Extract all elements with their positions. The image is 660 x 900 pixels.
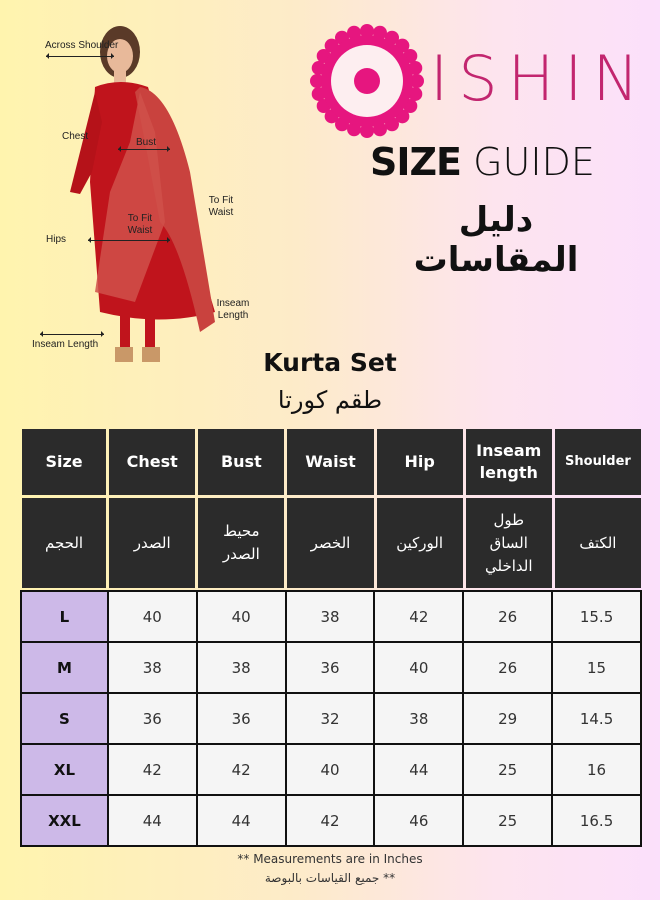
- arrow: [46, 53, 114, 59]
- measurement-cell: 15: [551, 641, 642, 694]
- measurement-cell: 26: [462, 641, 554, 694]
- measurement-cell: 44: [195, 794, 287, 847]
- measurement-cell: 40: [106, 590, 198, 643]
- measurement-cell: 42: [284, 794, 376, 847]
- size-cell: M: [20, 641, 109, 694]
- column-header: Shoulder: [554, 429, 641, 495]
- brand-name: ISHIN: [430, 42, 649, 115]
- measurement-cell: 42: [106, 743, 198, 796]
- arrow: [118, 146, 170, 152]
- label-to-fit-waist-right: To Fit Waist: [208, 195, 234, 218]
- column-header: Waist: [287, 429, 374, 495]
- measurement-cell: 16.5: [551, 794, 642, 847]
- measurement-cell: 42: [373, 590, 465, 643]
- table-row: L 40 40 38 42 26 15.5: [20, 590, 642, 643]
- measurement-cell: 25: [462, 794, 554, 847]
- size-cell: XL: [20, 743, 109, 796]
- label-bust: Bust: [136, 137, 157, 148]
- size-cell: L: [20, 590, 109, 643]
- title-light: GUIDE: [473, 140, 595, 184]
- table-row: XXL 44 44 42 46 25 16.5: [20, 794, 642, 847]
- column-header-arabic: الخصر: [287, 498, 374, 588]
- measurement-cell: 44: [106, 794, 198, 847]
- arrow: [88, 237, 170, 243]
- page-title-arabic: دليل المقاسات: [413, 200, 579, 280]
- column-header-arabic: الحجم: [22, 498, 107, 588]
- measurement-cell: 36: [106, 692, 198, 745]
- column-header: Chest: [109, 429, 196, 495]
- label-chest: Chest: [62, 131, 89, 142]
- column-header: Bust: [198, 429, 285, 495]
- size-cell: S: [20, 692, 109, 745]
- size-table-header: Size Chest Bust Waist Hip Inseam length Should…: [19, 426, 644, 591]
- measurement-note: ** Measurements are in Inches: [237, 852, 423, 866]
- measurement-cell: 36: [284, 641, 376, 694]
- measurement-cell: 38: [373, 692, 465, 745]
- table-row: S 36 36 32 38 29 14.5: [20, 692, 642, 745]
- measurement-cell: 40: [284, 743, 376, 796]
- table-row: M 38 38 36 40 26 15: [20, 641, 642, 694]
- measurement-cell: 38: [106, 641, 198, 694]
- column-header-arabic: الصدر: [109, 498, 196, 588]
- measurement-cell: 40: [195, 590, 287, 643]
- measurement-cell: 14.5: [551, 692, 642, 745]
- measurement-cell: 15.5: [551, 590, 642, 643]
- model-image: [70, 26, 215, 362]
- measurement-cell: 25: [462, 743, 554, 796]
- column-header-arabic: طول الساق الداخلي: [465, 498, 552, 588]
- measurement-cell: 40: [373, 641, 465, 694]
- arrow: [40, 331, 104, 337]
- measurement-cell: 26: [462, 590, 554, 643]
- table-row: XL 42 42 40 44 25 16: [20, 743, 642, 796]
- measurement-cell: 38: [284, 590, 376, 643]
- label-hips: Hips: [46, 234, 67, 245]
- label-inseam-length-right: Inseam Length: [216, 298, 250, 321]
- column-header: Size: [22, 429, 107, 495]
- size-cell: XXL: [20, 794, 109, 847]
- product-name-arabic: طقم كورتا: [277, 386, 383, 414]
- measurement-cell: 29: [462, 692, 554, 745]
- measurement-cell: 16: [551, 743, 642, 796]
- product-name: Kurta Set: [263, 348, 397, 377]
- column-header: Inseam length: [465, 429, 552, 495]
- label-to-fit-waist-center: To Fit Waist: [127, 213, 153, 236]
- title-bold: SIZE: [370, 140, 462, 184]
- measurement-cell: 46: [373, 794, 465, 847]
- page-title: SIZE GUIDE: [370, 140, 595, 184]
- measurement-cell: 32: [284, 692, 376, 745]
- measurement-cell: 42: [195, 743, 287, 796]
- column-header-arabic: الكتف: [554, 498, 641, 588]
- column-header: Hip: [376, 429, 463, 495]
- measurement-cell: 44: [373, 743, 465, 796]
- column-header-arabic: الوركين: [376, 498, 463, 588]
- measurement-note-arabic: ** جميع القياسات بالبوصة: [264, 871, 396, 885]
- label-across-shoulder: Across Shoulder: [45, 40, 119, 51]
- measurement-cell: 36: [195, 692, 287, 745]
- brand-logo-icon: [310, 24, 424, 138]
- measurement-cell: 38: [195, 641, 287, 694]
- label-inseam-length-left: Inseam Length: [32, 339, 99, 350]
- column-header-arabic: محيط الصدر: [198, 498, 285, 588]
- size-table: L 40 40 38 42 26 15.5 M 38 38 36 40 26 15 S 36 36 32 38 29 1…: [20, 590, 642, 847]
